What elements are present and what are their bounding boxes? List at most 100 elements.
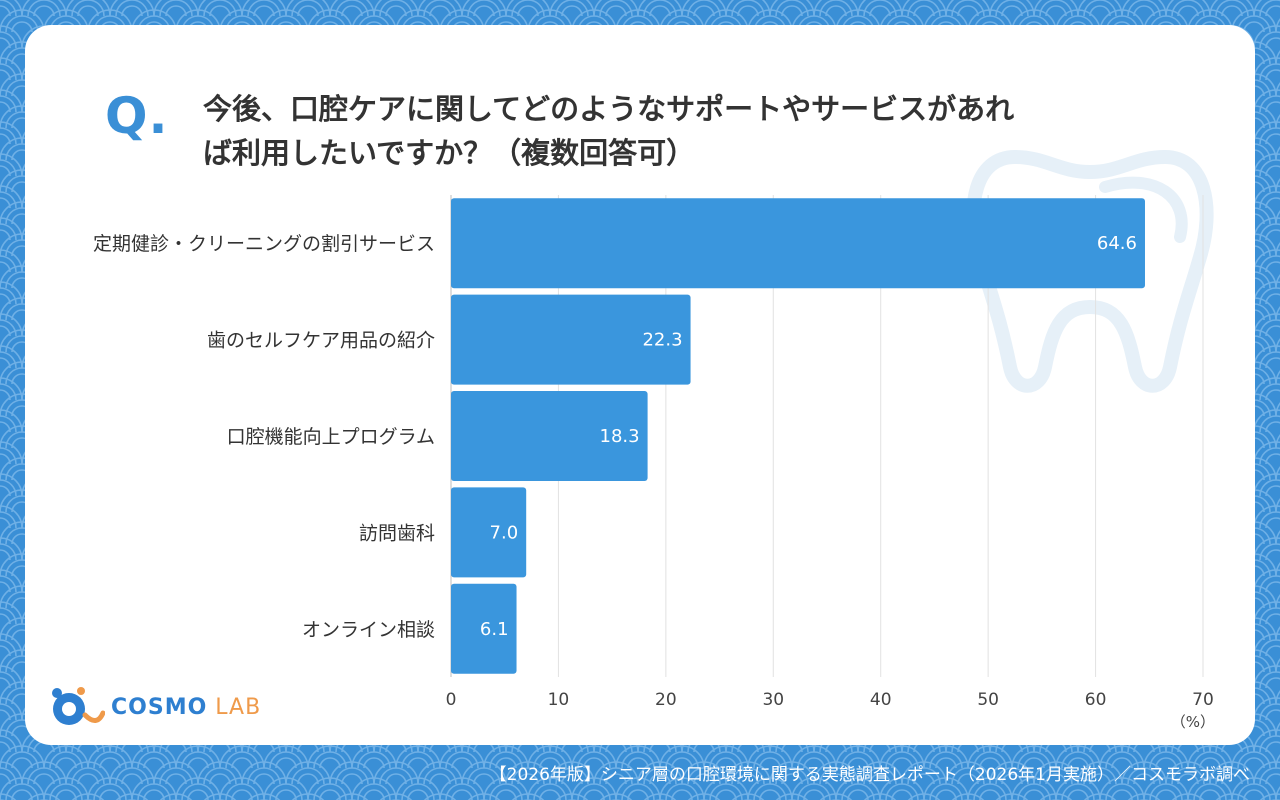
- wave-arc: [0, 569, 23, 593]
- wave-arc: [1253, 313, 1280, 337]
- wave-arc: [967, 9, 1013, 33]
- category-label: 口腔機能向上プログラム: [227, 426, 435, 448]
- wave-arc: [1127, 0, 1161, 17]
- wave-arc: [1237, 15, 1271, 33]
- wave-arc: [275, 757, 297, 769]
- wave-arc: [1275, 82, 1280, 97]
- wave-arc: [43, 9, 89, 33]
- wave-arc: [461, 0, 507, 17]
- wave-arc: [659, 9, 705, 33]
- wave-arc: [0, 89, 23, 113]
- wave-arc: [1253, 25, 1280, 49]
- wave-arc: [1011, 9, 1057, 33]
- wave-arc: [0, 319, 17, 337]
- wave-arc: [0, 313, 23, 337]
- wave-arc: [363, 789, 385, 800]
- x-tick-label: 10: [548, 690, 570, 710]
- wave-arc: [1243, 21, 1265, 33]
- category-label: 訪問歯科: [359, 522, 435, 544]
- wave-arc: [483, 9, 529, 33]
- wave-arc: [115, 0, 149, 17]
- wave-arc: [1253, 409, 1280, 433]
- wave-arc: [605, 5, 627, 17]
- wave-arc: [1259, 223, 1280, 241]
- wave-arc: [0, 709, 11, 721]
- x-tick-label: 0: [446, 690, 457, 710]
- wave-arc: [187, 757, 209, 769]
- wave-arc: [121, 773, 143, 785]
- wave-arc: [159, 0, 193, 17]
- wave-arc: [0, 25, 23, 49]
- wave-arc: [187, 789, 209, 800]
- wave-arc: [835, 9, 881, 33]
- wave-arc: [175, 9, 221, 33]
- wave-arc: [0, 0, 17, 17]
- x-tick-label: 50: [977, 690, 999, 710]
- wave-arc: [769, 0, 815, 17]
- wave-arc: [0, 581, 11, 593]
- wave-arc: [319, 789, 341, 800]
- x-axis-unit-label: （%）: [1171, 713, 1215, 731]
- wave-arc: [0, 287, 17, 305]
- wave-arc: [505, 0, 551, 17]
- wave-arc: [0, 57, 23, 81]
- wave-arc: [165, 5, 187, 17]
- wave-arc: [1045, 5, 1067, 17]
- bar-value-label: 6.1: [480, 619, 509, 640]
- wave-arc: [467, 0, 501, 17]
- x-tick-label: 40: [870, 690, 892, 710]
- wave-arc: [957, 5, 979, 17]
- wave-arc: [109, 0, 155, 17]
- wave-arc: [1275, 530, 1280, 545]
- wave-arc: [0, 133, 11, 145]
- wave-arc: [527, 9, 573, 33]
- wave-arc: [703, 9, 749, 33]
- wave-arc: [27, 0, 61, 17]
- wave-arc: [0, 281, 23, 305]
- category-label: オンライン相談: [302, 619, 435, 641]
- wave-arc: [395, 9, 441, 33]
- wave-arc: [1275, 562, 1280, 577]
- wave-arc: [1177, 5, 1199, 17]
- wave-arc: [0, 377, 23, 401]
- wave-arc: [901, 0, 947, 17]
- wave-arc: [0, 575, 17, 593]
- wave-arc: [0, 159, 17, 177]
- wave-arc: [1265, 389, 1280, 401]
- wave-arc: [0, 261, 11, 273]
- wave-arc: [0, 601, 23, 625]
- wave-arc: [1253, 537, 1280, 561]
- wave-arc: [1265, 517, 1280, 529]
- wave-arc: [0, 223, 17, 241]
- wave-arc: [0, 473, 23, 497]
- wave-arc: [253, 773, 275, 785]
- wave-arc: [1275, 370, 1280, 385]
- wave-arc: [451, 757, 473, 769]
- wave-arc: [0, 191, 17, 209]
- wave-arc: [1265, 581, 1280, 593]
- wave-arc: [439, 9, 485, 33]
- wave-arc: [1275, 466, 1280, 481]
- wave-arc: [1265, 645, 1280, 657]
- wave-arc: [869, 5, 891, 17]
- wave-arc: [1259, 543, 1280, 561]
- wave-arc: [813, 0, 859, 17]
- wave-arc: [1253, 121, 1280, 145]
- wave-arc: [1265, 5, 1280, 17]
- wave-arc: [263, 9, 309, 33]
- wave-arc: [0, 517, 11, 529]
- wave-arc: [1265, 549, 1280, 561]
- wave-arc: [385, 5, 407, 17]
- wave-arc: [1243, 789, 1265, 800]
- x-tick-label: 60: [1085, 690, 1107, 710]
- x-tick-label: 20: [655, 690, 677, 710]
- wave-arc: [71, 0, 105, 17]
- wave-arc: [1275, 498, 1280, 513]
- wave-arc: [1265, 69, 1280, 81]
- wave-arc: [951, 0, 985, 17]
- bar-value-label: 64.6: [1097, 233, 1137, 254]
- wave-arc: [1275, 178, 1280, 193]
- wave-arc: [1275, 274, 1280, 289]
- wave-arc: [1259, 319, 1280, 337]
- wave-arc: [0, 485, 11, 497]
